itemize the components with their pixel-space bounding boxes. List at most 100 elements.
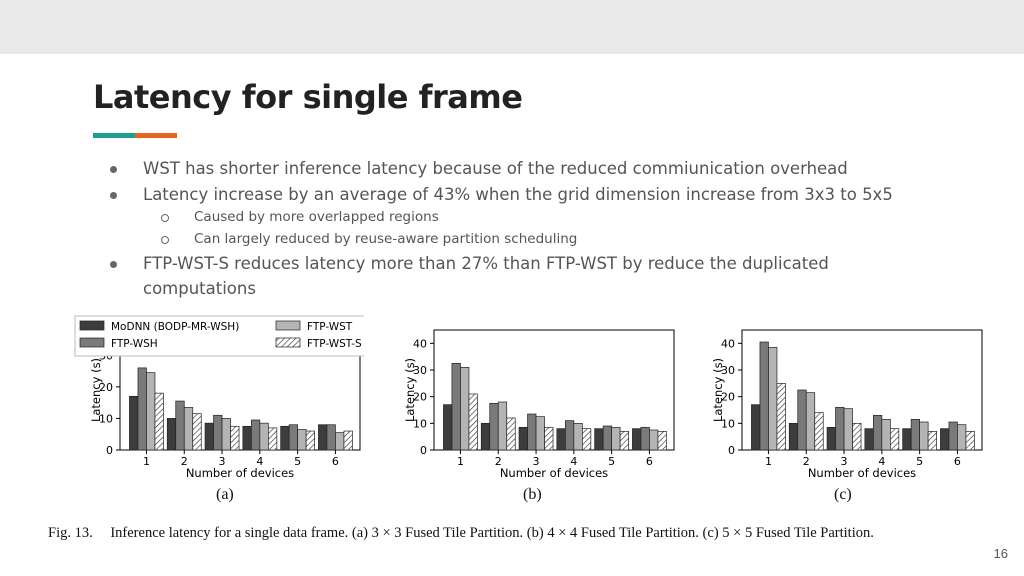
bar <box>192 413 202 451</box>
bar <box>776 382 786 451</box>
legend-box <box>74 315 364 357</box>
bar <box>881 418 891 451</box>
plot-frame <box>741 329 983 451</box>
y-tick-label: 0 <box>420 444 427 457</box>
sub-bullet-ring <box>161 214 169 222</box>
bar <box>326 424 336 451</box>
bullet-dot <box>110 192 117 199</box>
subfigure-label-b: (b) <box>523 486 542 503</box>
x-tick-label: 2 <box>181 455 188 468</box>
legend-swatch <box>275 320 301 331</box>
bar <box>632 428 642 451</box>
bar <box>797 389 807 451</box>
bar <box>175 400 185 451</box>
legend-swatch <box>79 337 105 348</box>
bar <box>805 392 816 451</box>
x-tick-label: 1 <box>457 455 464 468</box>
title-accent-teal <box>93 133 135 138</box>
subfigure-label-a: (a) <box>216 486 234 503</box>
bar <box>280 425 290 451</box>
y-tick-label: 0 <box>728 444 735 457</box>
figure-caption: Fig. 13. Inference latency for a single … <box>48 525 874 542</box>
bar <box>489 402 499 451</box>
bar <box>940 428 950 451</box>
bar <box>852 422 862 451</box>
x-tick-label: 5 <box>294 455 301 468</box>
bar <box>443 404 453 451</box>
title-accent-orange <box>135 133 177 138</box>
x-tick-label: 3 <box>219 455 226 468</box>
bar <box>335 432 345 451</box>
bar <box>759 341 769 451</box>
slide-title: Latency for single frame <box>93 78 523 116</box>
bullet-item-continuation: computations <box>143 279 256 298</box>
x-tick-label: 1 <box>143 455 150 468</box>
page-number: 16 <box>993 546 1008 561</box>
bar <box>230 425 240 451</box>
x-tick-label: 3 <box>841 455 848 468</box>
bar <box>948 421 958 451</box>
x-tick-label: 6 <box>954 455 961 468</box>
bar <box>468 393 478 451</box>
bar <box>343 430 353 451</box>
x-tick-label: 2 <box>803 455 810 468</box>
subfigure-label-c: (c) <box>834 486 852 503</box>
y-axis-label: Latency (s) <box>711 358 725 422</box>
y-tick-label: 10 <box>721 417 735 430</box>
x-axis-label: Number of devices <box>808 466 916 480</box>
y-tick-label: 30 <box>413 364 427 377</box>
x-tick-label: 4 <box>570 455 577 468</box>
legend-swatch <box>79 320 105 331</box>
bullet-dot <box>110 166 117 173</box>
bar <box>611 426 621 451</box>
y-tick-label: 20 <box>721 391 735 404</box>
y-tick-label: 20 <box>99 381 113 394</box>
bar <box>910 418 920 451</box>
y-tick-label: 10 <box>99 412 113 425</box>
bar <box>872 414 883 451</box>
bar <box>535 416 545 451</box>
legend-label: FTP-WST-S <box>307 338 362 350</box>
bar <box>768 346 778 451</box>
bar <box>288 424 298 451</box>
bar <box>919 421 929 451</box>
bar <box>460 366 470 451</box>
bar <box>573 422 583 451</box>
bar <box>594 428 604 451</box>
bar <box>957 424 967 451</box>
bar <box>835 406 845 451</box>
x-tick-label: 4 <box>256 455 263 468</box>
bar <box>649 429 659 451</box>
bar <box>864 428 874 451</box>
bullet-item: Latency increase by an average of 43% wh… <box>143 185 893 204</box>
bar <box>556 428 566 451</box>
bar <box>221 418 231 451</box>
x-tick-label: 5 <box>608 455 615 468</box>
bar <box>204 422 214 451</box>
bar <box>318 424 328 451</box>
bar <box>451 362 461 451</box>
bar <box>242 425 252 451</box>
bar <box>137 367 147 451</box>
y-tick-label: 40 <box>721 337 735 350</box>
bar <box>581 428 592 451</box>
bar <box>146 372 156 451</box>
top-bar <box>0 0 1024 54</box>
y-tick-label: 0 <box>106 444 113 457</box>
bar <box>250 419 261 451</box>
bar <box>902 428 912 451</box>
sub-bullet-ring <box>161 236 169 244</box>
bar <box>297 429 307 451</box>
y-tick-label: 10 <box>413 417 427 430</box>
y-tick-label: 20 <box>413 391 427 404</box>
bullet-item: FTP-WST-S reduces latency more than 27% … <box>143 254 829 273</box>
bar <box>527 413 537 451</box>
x-axis-label: Number of devices <box>500 466 608 480</box>
bar <box>602 425 612 451</box>
x-tick-label: 6 <box>646 455 653 468</box>
x-tick-label: 6 <box>332 455 339 468</box>
bar <box>497 401 508 451</box>
y-axis-label: Latency (s) <box>403 358 417 422</box>
